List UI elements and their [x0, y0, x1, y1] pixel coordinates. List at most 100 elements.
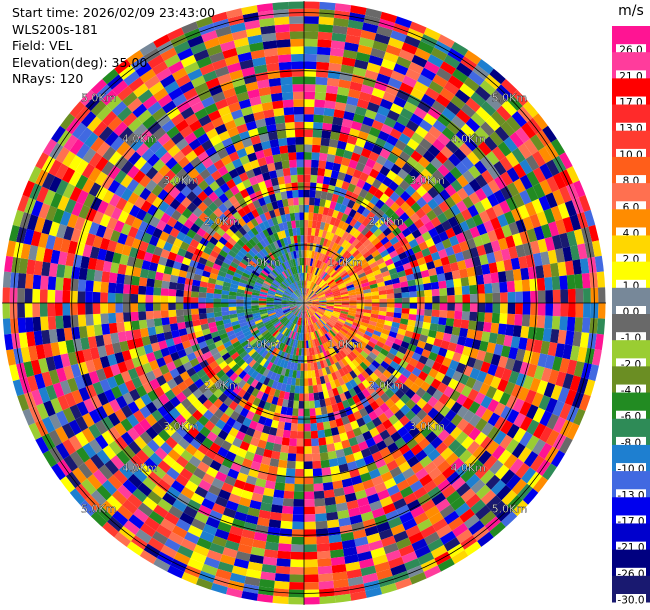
ppi-cell: [157, 460, 171, 474]
ppi-cell: [266, 263, 274, 271]
ppi-cell: [203, 409, 214, 421]
ppi-cell: [92, 469, 108, 485]
ppi-cell: [256, 276, 265, 283]
ppi-cell: [139, 161, 153, 175]
ppi-cell: [214, 339, 224, 348]
ppi-cell: [326, 519, 340, 529]
ppi-cell: [334, 227, 342, 236]
ppi-cell: [257, 399, 267, 409]
ppi-cell: [388, 374, 398, 384]
ppi-cell: [447, 303, 455, 311]
ppi-cell: [233, 454, 245, 466]
ppi-cell: [81, 373, 93, 387]
ppi-cell: [351, 74, 365, 85]
ppi-cell: [228, 306, 237, 311]
ppi-cell: [369, 337, 378, 345]
ppi-cell: [115, 395, 128, 409]
ppi-cell: [316, 361, 322, 370]
ppi-cell: [433, 400, 445, 413]
ppi-cell: [169, 198, 181, 210]
ppi-cell: [380, 236, 390, 246]
ppi-cell: [365, 394, 375, 405]
ppi-cell: [190, 551, 207, 564]
ppi-cell: [264, 441, 275, 451]
ppi-cell: [230, 351, 240, 360]
ppi-cell: [287, 399, 294, 409]
ppi-cell: [123, 284, 132, 294]
ppi-cell: [470, 479, 486, 494]
ppi-cell: [315, 69, 329, 78]
ppi-cell: [258, 325, 266, 332]
ppi-cell: [156, 332, 166, 343]
ppi-cell: [381, 535, 396, 548]
ppi-cell: [574, 317, 583, 333]
ppi-cell: [557, 387, 570, 404]
ppi-cell: [212, 365, 222, 375]
ppi-cell: [311, 303, 319, 306]
ppi-cell: [527, 266, 537, 280]
ppi-cell: [424, 60, 440, 75]
ppi-cell: [340, 310, 349, 315]
ppi-cell: [225, 500, 239, 512]
ppi-cell: [54, 290, 63, 303]
ppi-cell: [102, 146, 117, 161]
ppi-cell: [398, 544, 415, 557]
ppi-cell: [334, 304, 342, 307]
ppi-cell: [216, 344, 226, 353]
ppi-cell: [171, 329, 180, 339]
ppi-cell: [129, 388, 141, 402]
ppi-cell: [415, 420, 427, 432]
ppi-cell: [510, 336, 521, 349]
ppi-cell: [296, 167, 304, 175]
ppi-cell: [159, 441, 173, 455]
ppi-cell: [321, 262, 327, 271]
ppi-cell: [510, 257, 521, 270]
ppi-cell: [424, 374, 435, 386]
ppi-cell: [353, 145, 364, 155]
ppi-cell: [474, 160, 488, 175]
ppi-cell: [405, 409, 417, 421]
ppi-cell: [256, 517, 270, 527]
ppi-cell: [333, 410, 342, 420]
ppi-cell: [521, 314, 531, 327]
ppi-cell: [335, 278, 344, 285]
ppi-cell: [405, 474, 420, 487]
ppi-cell: [432, 205, 444, 217]
ppi-cell: [243, 482, 256, 493]
ppi-cell: [246, 385, 255, 395]
ppi-cell: [307, 281, 311, 289]
ppi-cell: [283, 107, 295, 116]
ppi-cell: [189, 259, 199, 268]
ppi-cell: [392, 241, 403, 251]
ppi-cell: [274, 307, 283, 311]
ppi-cell: [283, 279, 290, 287]
ppi-cell: [307, 370, 312, 379]
ppi-cell: [356, 330, 365, 337]
ppi-cell: [227, 468, 240, 480]
ppi-cell: [285, 353, 291, 362]
ppi-cell: [304, 370, 308, 379]
ppi-cell: [390, 491, 404, 503]
ppi-cell: [476, 312, 485, 322]
ppi-cell: [410, 393, 422, 404]
ppi-cell: [315, 354, 320, 363]
ppi-cell: [106, 495, 123, 511]
ppi-cell: [360, 198, 370, 208]
ppi-cell: [50, 249, 61, 264]
ppi-cell: [82, 348, 93, 362]
ppi-cell: [363, 292, 372, 297]
ppi-cell: [300, 370, 304, 379]
ppi-cell: [340, 383, 349, 393]
ppi-cell: [468, 401, 481, 414]
ppi-cell: [319, 328, 325, 336]
ppi-cell: [175, 180, 187, 192]
ppi-cell: [347, 312, 356, 317]
ppi-cell: [247, 335, 256, 343]
ppi-cell: [88, 370, 100, 385]
ppi-cell: [317, 550, 331, 560]
ppi-cell: [345, 34, 361, 45]
ppi-cell: [437, 460, 451, 474]
ppi-cell: [374, 561, 391, 573]
ppi-cell: [512, 268, 522, 281]
ppi-cell: [395, 246, 405, 255]
